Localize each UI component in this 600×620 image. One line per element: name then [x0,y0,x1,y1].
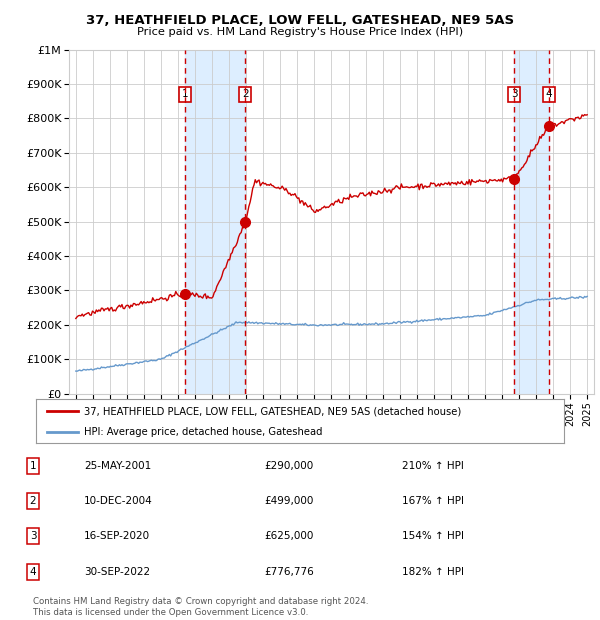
Text: £290,000: £290,000 [264,461,313,471]
Text: 3: 3 [29,531,37,541]
Text: 30-SEP-2022: 30-SEP-2022 [84,567,150,577]
Text: 16-SEP-2020: 16-SEP-2020 [84,531,150,541]
Text: £776,776: £776,776 [264,567,314,577]
Text: 3: 3 [511,89,517,99]
Text: 4: 4 [545,89,552,99]
Text: 154% ↑ HPI: 154% ↑ HPI [402,531,464,541]
Text: 37, HEATHFIELD PLACE, LOW FELL, GATESHEAD, NE9 5AS: 37, HEATHFIELD PLACE, LOW FELL, GATESHEA… [86,14,514,27]
Text: 2: 2 [242,89,248,99]
Text: 10-DEC-2004: 10-DEC-2004 [84,496,153,506]
Text: 2: 2 [29,496,37,506]
Text: 1: 1 [181,89,188,99]
Text: 210% ↑ HPI: 210% ↑ HPI [402,461,464,471]
Text: 4: 4 [29,567,37,577]
Text: 182% ↑ HPI: 182% ↑ HPI [402,567,464,577]
Text: HPI: Average price, detached house, Gateshead: HPI: Average price, detached house, Gate… [83,427,322,437]
Bar [514,50,549,394]
Bar [185,50,245,394]
Text: 25-MAY-2001: 25-MAY-2001 [84,461,151,471]
Text: 37, HEATHFIELD PLACE, LOW FELL, GATESHEAD, NE9 5AS (detached house): 37, HEATHFIELD PLACE, LOW FELL, GATESHEA… [83,406,461,416]
Text: Price paid vs. HM Land Registry's House Price Index (HPI): Price paid vs. HM Land Registry's House … [137,27,463,37]
Text: £499,000: £499,000 [264,496,313,506]
Text: Contains HM Land Registry data © Crown copyright and database right 2024.
This d: Contains HM Land Registry data © Crown c… [33,598,368,617]
Text: 1: 1 [29,461,37,471]
Text: 167% ↑ HPI: 167% ↑ HPI [402,496,464,506]
Text: £625,000: £625,000 [264,531,313,541]
